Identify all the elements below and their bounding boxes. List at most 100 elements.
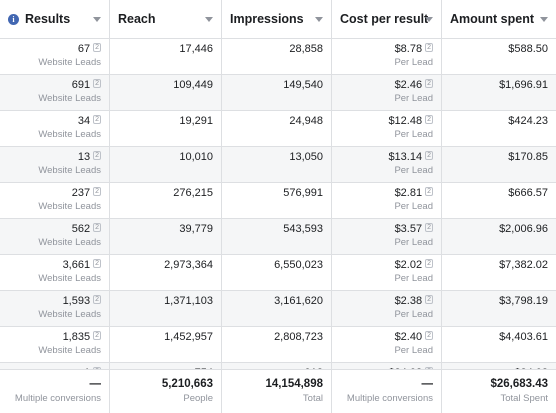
total-impressions-value: 14,154,898 [265, 378, 323, 390]
table-row[interactable]: 1,593 2 Website Leads 1,371,103 3,161,620 $2.… [0, 291, 556, 327]
impressions-value: 3,161,620 [274, 295, 323, 307]
results-cell: 13 2 Website Leads [0, 147, 110, 182]
amount-spent-cell: $424.23 [442, 111, 556, 146]
reach-value-line: 1,371,103 [118, 294, 213, 309]
chevron-down-icon[interactable] [205, 17, 213, 22]
table-row[interactable]: 562 2 Website Leads 39,779 543,593 $3.57 2 Per … [0, 219, 556, 255]
cost-per-result-cell: $8.78 2 Per Lead [332, 39, 442, 74]
chevron-down-icon[interactable] [425, 17, 433, 22]
cost-per-result-label: Per Lead [394, 57, 433, 68]
total-spent-label: Total Spent [500, 393, 548, 404]
attribution-indicator-icon[interactable]: 2 [425, 259, 433, 268]
column-header-impressions[interactable]: Impressions [222, 0, 332, 38]
attribution-indicator-icon[interactable]: 2 [425, 151, 433, 160]
attribution-indicator-icon[interactable]: 2 [425, 223, 433, 232]
chevron-down-icon[interactable] [540, 17, 548, 22]
impressions-cell: 149,540 [222, 75, 332, 110]
attribution-indicator-icon[interactable]: 2 [93, 115, 101, 124]
attribution-indicator-icon[interactable]: 2 [93, 295, 101, 304]
impressions-cell: 6,550,023 [222, 255, 332, 290]
attribution-indicator-icon[interactable]: 2 [93, 331, 101, 340]
column-header-amount-spent[interactable]: Amount spent [442, 0, 556, 38]
attribution-indicator-icon[interactable]: 2 [425, 295, 433, 304]
amount-spent-value: $7,382.02 [499, 259, 548, 271]
attribution-indicator-icon[interactable]: 2 [93, 79, 101, 88]
impressions-value-line: 149,540 [230, 78, 323, 93]
amount-spent-value-line: $7,382.02 [450, 258, 548, 273]
cost-per-result-value: $2.40 [394, 331, 423, 343]
amount-spent-value: $4,403.61 [499, 331, 548, 343]
attribution-indicator-icon[interactable]: 2 [425, 187, 433, 196]
column-header-cost-per-result[interactable]: Cost per result [332, 0, 442, 38]
results-cell: 562 2 Website Leads [0, 219, 110, 254]
table-row[interactable]: 691 2 Website Leads 109,449 149,540 $2.46 2 Per… [0, 75, 556, 111]
results-value-line: 1,593 2 [8, 294, 101, 309]
cost-per-result-cell: $2.81 2 Per Lead [332, 183, 442, 218]
reach-value-line: 754 [118, 366, 213, 369]
table-header: i Results Reach Impressions Cost per res… [0, 0, 556, 39]
cost-per-result-cell: $24.082 [332, 363, 442, 369]
cost-per-result-value-line: $2.40 2 [340, 330, 433, 345]
table-row[interactable]: 67 2 Website Leads 17,446 28,858 $8.78 2 Per Le… [0, 39, 556, 75]
total-spent-cell: $26,683.43 Total Spent [442, 370, 556, 413]
results-label: Website Leads [38, 57, 101, 68]
impressions-value-line: 543,593 [230, 222, 323, 237]
table-row[interactable]: 13 2 Website Leads 10,010 13,050 $13.14 2 Per L… [0, 147, 556, 183]
total-cost-value: — [421, 378, 434, 390]
column-header-reach[interactable]: Reach [110, 0, 222, 38]
table-body[interactable]: 67 2 Website Leads 17,446 28,858 $8.78 2 Per Le… [0, 39, 556, 369]
attribution-indicator-icon[interactable]: 2 [93, 187, 101, 196]
cost-per-result-value: $3.57 [394, 223, 423, 235]
total-reach-label: People [183, 393, 213, 404]
info-icon[interactable]: i [8, 13, 19, 25]
results-value: 1 [84, 367, 90, 369]
column-header-results[interactable]: i Results [0, 0, 110, 38]
amount-spent-cell: $7,382.02 [442, 255, 556, 290]
cost-per-result-value: $2.81 [394, 187, 423, 199]
attribution-indicator-icon[interactable]: 2 [425, 331, 433, 340]
cost-per-result-label: Per Lead [394, 309, 433, 320]
cost-per-result-cell: $2.02 2 Per Lead [332, 255, 442, 290]
attribution-indicator-icon[interactable]: 2 [425, 115, 433, 124]
results-value-line: 13 2 [8, 150, 101, 165]
reach-value: 109,449 [173, 79, 213, 91]
attribution-indicator-icon[interactable]: 2 [425, 79, 433, 88]
chevron-down-icon[interactable] [93, 17, 101, 22]
impressions-value: 543,593 [283, 223, 323, 235]
results-cell: 3,661 2 Website Leads [0, 255, 110, 290]
table-row[interactable]: 34 2 Website Leads 19,291 24,948 $12.48 2 Per L… [0, 111, 556, 147]
impressions-value-line: 2,808,723 [230, 330, 323, 345]
column-header-label: Results [25, 12, 71, 26]
impressions-value: 2,808,723 [274, 331, 323, 343]
reach-cell: 2,973,364 [110, 255, 222, 290]
attribution-indicator-icon[interactable]: 2 [93, 259, 101, 268]
attribution-indicator-icon[interactable]: 2 [93, 43, 101, 52]
attribution-indicator-icon[interactable]: 2 [425, 43, 433, 52]
reach-cell: 39,779 [110, 219, 222, 254]
amount-spent-cell: $4,403.61 [442, 327, 556, 362]
results-cell: 237 2 Website Leads [0, 183, 110, 218]
chevron-down-icon[interactable] [315, 17, 323, 22]
amount-spent-cell: $170.85 [442, 147, 556, 182]
impressions-value-line: 24,948 [230, 114, 323, 129]
impressions-value: 149,540 [283, 79, 323, 91]
table-row[interactable]: 1,835 2 Website Leads 1,452,957 2,808,723 $2.… [0, 327, 556, 363]
table-row[interactable]: 12754913$24.082$24.08 [0, 363, 556, 369]
attribution-indicator-icon[interactable]: 2 [93, 151, 101, 160]
cost-per-result-value-line: $2.81 2 [340, 186, 433, 201]
total-results-cell: — Multiple conversions [0, 370, 110, 413]
results-value-line: 3,661 2 [8, 258, 101, 273]
reach-value: 276,215 [173, 187, 213, 199]
attribution-indicator-icon[interactable]: 2 [93, 223, 101, 232]
attribution-indicator-icon[interactable]: 2 [93, 367, 101, 369]
results-value: 1,593 [62, 295, 91, 307]
attribution-indicator-icon[interactable]: 2 [425, 367, 433, 369]
table-row[interactable]: 237 2 Website Leads 276,215 576,991 $2.81 2 Per… [0, 183, 556, 219]
results-cell: 691 2 Website Leads [0, 75, 110, 110]
cost-per-result-value-line: $2.02 2 [340, 258, 433, 273]
impressions-cell: 2,808,723 [222, 327, 332, 362]
table-row[interactable]: 3,661 2 Website Leads 2,973,364 6,550,023 $2.… [0, 255, 556, 291]
impressions-value-line: 13,050 [230, 150, 323, 165]
reach-value-line: 39,779 [118, 222, 213, 237]
amount-spent-value: $2,006.96 [499, 223, 548, 235]
